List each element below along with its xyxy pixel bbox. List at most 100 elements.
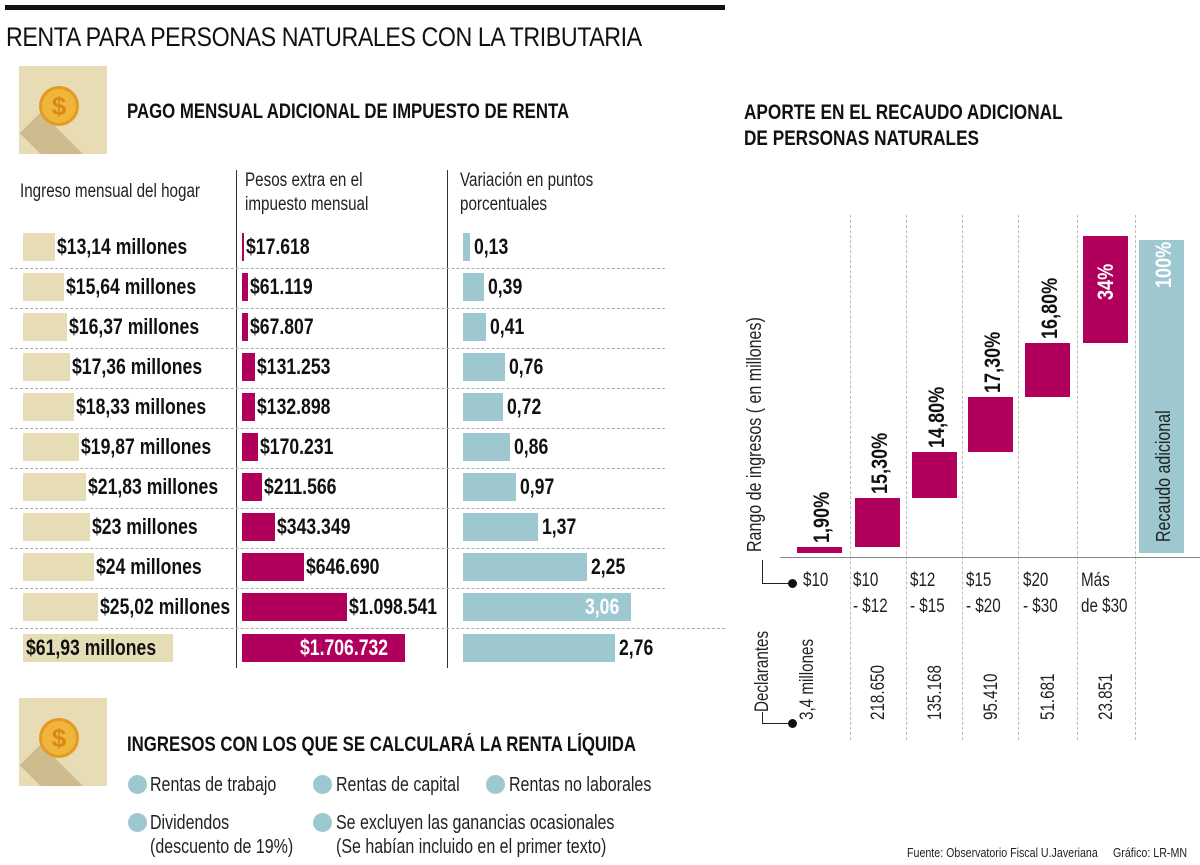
- income-bar: [23, 353, 70, 381]
- income-value: $18,33 millones: [76, 394, 207, 419]
- pesos-value: $67.807: [250, 314, 314, 339]
- category-label: $20: [1023, 570, 1049, 591]
- variation-value: 0,76: [509, 354, 544, 379]
- category-label: $12: [910, 570, 936, 591]
- column-gridline: [906, 215, 907, 740]
- category-label: de $30: [1081, 596, 1128, 617]
- row-separator: [10, 468, 665, 469]
- row-separator: [10, 428, 665, 429]
- dollar-coin-icon: $: [19, 66, 107, 154]
- pesos-value: $132.898: [257, 394, 331, 419]
- waterfall-value-label: 17,30%: [980, 331, 1005, 393]
- total-label: Recaudo adicional: [1153, 410, 1175, 542]
- waterfall-bar: [797, 546, 842, 553]
- income-bar: [23, 473, 86, 501]
- column-gridline: [962, 215, 963, 740]
- pesos-value: $343.349: [277, 514, 351, 539]
- row-separator: [10, 548, 665, 549]
- income-type-item: Rentas de capital: [336, 774, 460, 796]
- income-value: $17,36 millones: [72, 354, 203, 379]
- waterfall-value-label: 15,30%: [867, 433, 892, 495]
- section2-subtitle: INGRESOS CON LOS QUE SE CALCULARÁ LA REN…: [127, 733, 636, 756]
- pesos-value: $61.119: [250, 274, 313, 299]
- income-bar: [23, 634, 173, 662]
- source-note: Fuente: Observatorio Fiscal U.Javeriana: [907, 845, 1098, 860]
- total-bar: [1139, 240, 1184, 553]
- variation-bar: [463, 553, 587, 581]
- connector-dot: [788, 579, 797, 588]
- variation-bar: [463, 433, 510, 461]
- category-label: - $15: [910, 596, 945, 617]
- right-chart-title-1: APORTE EN EL RECAUDO ADICIONAL: [744, 101, 1063, 124]
- waterfall-bar: [855, 498, 900, 547]
- declarantes-value: 95.410: [981, 673, 1002, 721]
- variation-value: 0,72: [507, 394, 542, 419]
- category-label: $10: [803, 570, 829, 591]
- column-gridline: [1135, 215, 1136, 740]
- category-label: - $20: [966, 596, 1001, 617]
- variation-bar: [463, 634, 615, 662]
- top-rule: [5, 5, 725, 10]
- row-separator: [10, 508, 665, 509]
- waterfall-value-label: 14,80%: [924, 386, 949, 448]
- variation-value: 2,76: [619, 635, 654, 660]
- variation-value: 1,37: [542, 514, 577, 539]
- bullet-icon: [128, 813, 147, 832]
- income-value: $19,87 millones: [81, 434, 212, 459]
- pesos-value: $1.098.541: [349, 594, 438, 619]
- declarantes-label: Declarantes: [752, 630, 773, 712]
- connector-dot: [788, 719, 797, 728]
- waterfall-bar: [1025, 343, 1070, 397]
- category-label: - $30: [1023, 596, 1058, 617]
- pesos-value: $646.690: [306, 554, 380, 579]
- section1-subtitle: PAGO MENSUAL ADICIONAL DE IMPUESTO DE RE…: [127, 100, 570, 123]
- col-header-var-2: porcentuales: [460, 194, 548, 215]
- variation-value: 3,06: [585, 594, 620, 619]
- pesos-value: $170.231: [260, 434, 334, 459]
- income-value: $16,37 millones: [69, 314, 200, 339]
- variation-bar: [463, 353, 505, 381]
- col-header-pesos-1: Pesos extra en el: [245, 170, 363, 191]
- declarantes-value: 3,4 millones: [797, 638, 818, 720]
- bullet-icon: [313, 775, 332, 794]
- income-bar: [23, 313, 67, 341]
- income-bar: [23, 393, 74, 421]
- income-value: $24 millones: [96, 554, 202, 579]
- row-separator: [10, 628, 725, 629]
- column-gridline: [850, 215, 851, 740]
- income-value: $25,02 millones: [100, 594, 231, 619]
- income-type-item: Rentas de trabajo: [150, 774, 277, 796]
- col-header-var-1: Variación en puntos: [460, 170, 594, 191]
- variation-bar: [463, 233, 470, 261]
- row-separator: [10, 588, 665, 589]
- total-value-label: 100%: [1151, 241, 1176, 288]
- connector-line: [762, 723, 792, 724]
- variation-value: 2,25: [591, 554, 626, 579]
- pesos-value: $1.706.732: [300, 635, 389, 660]
- waterfall-value-label: 16,80%: [1037, 278, 1062, 340]
- variation-bar: [463, 393, 503, 421]
- row-separator: [10, 348, 665, 349]
- variation-value: 0,41: [490, 314, 525, 339]
- declarantes-value: 51.681: [1038, 673, 1059, 721]
- pesos-value: $131.253: [257, 354, 331, 379]
- income-type-item: Dividendos: [150, 812, 230, 834]
- variation-value: 0,86: [514, 434, 549, 459]
- category-label: - $12: [853, 596, 888, 617]
- income-type-item: Rentas no laborales: [509, 774, 652, 796]
- row-separator: [10, 388, 665, 389]
- waterfall-value-label: 1,90%: [809, 491, 834, 543]
- variation-value: 0,97: [520, 474, 555, 499]
- pesos-bar: [242, 353, 255, 381]
- income-type-item-note: (descuento de 19%): [150, 836, 294, 858]
- variation-bar: [463, 513, 538, 541]
- category-label: $15: [966, 570, 992, 591]
- bullet-icon: [128, 775, 147, 794]
- income-value: $21,83 millones: [88, 474, 219, 499]
- connector-line: [762, 560, 763, 584]
- income-bar: [23, 593, 98, 621]
- column-gridline: [1018, 215, 1019, 740]
- income-bar: [23, 553, 94, 581]
- waterfall-bar: [968, 396, 1013, 452]
- column-divider: [447, 170, 448, 668]
